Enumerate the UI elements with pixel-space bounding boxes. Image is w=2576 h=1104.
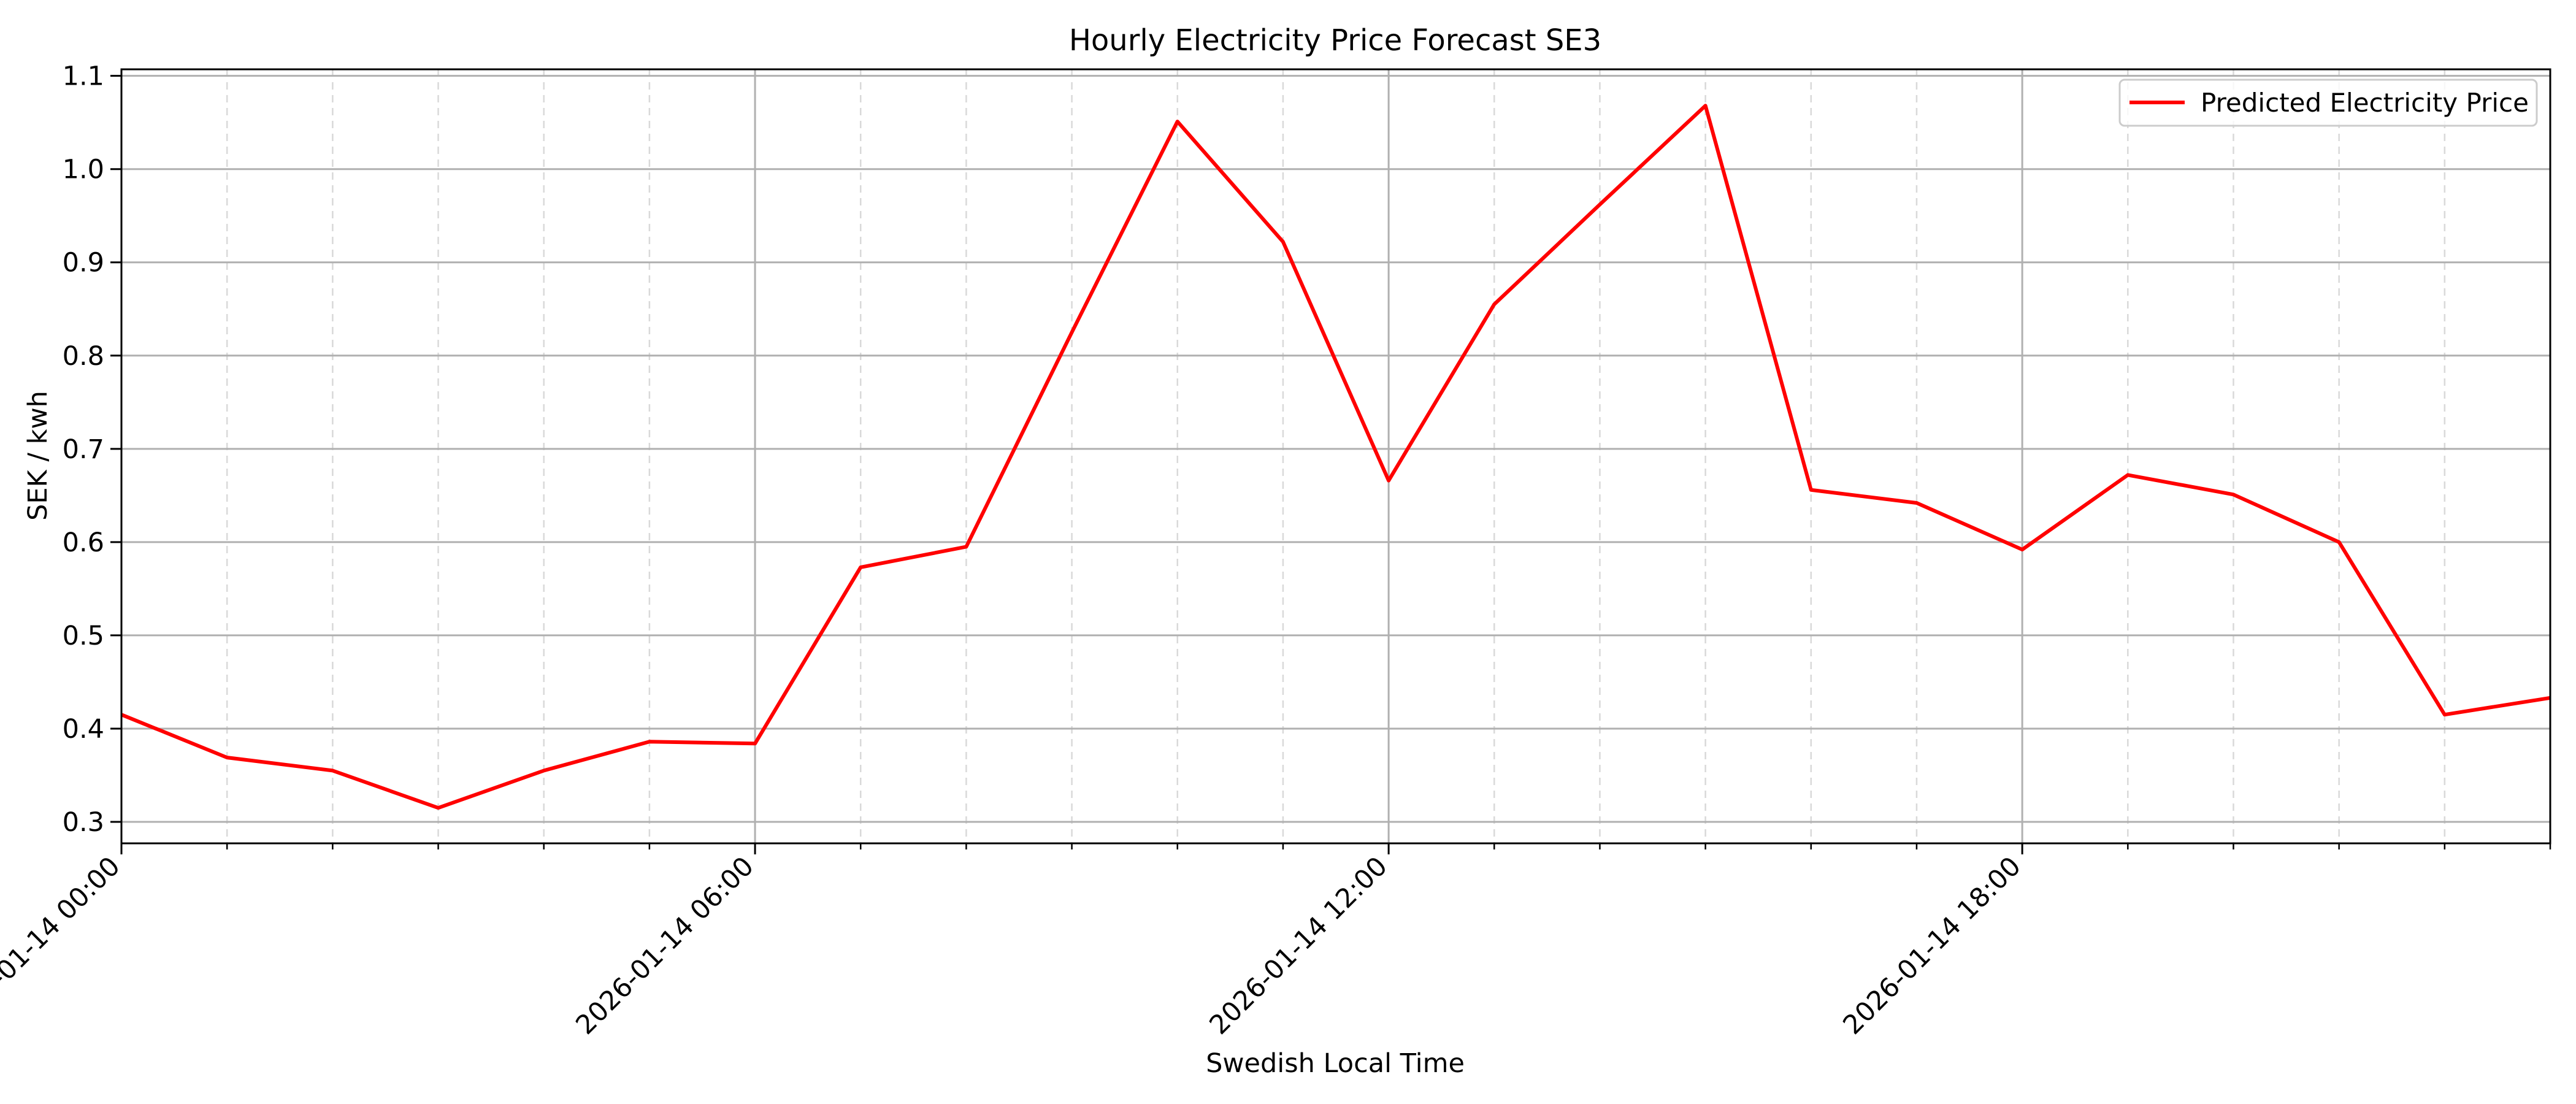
data-point — [2126, 473, 2129, 477]
series-layer — [120, 104, 2551, 810]
y-tick-label: 0.3 — [63, 807, 104, 838]
y-tick-label: 1.0 — [63, 155, 104, 185]
data-point — [2337, 540, 2341, 544]
data-point — [1387, 479, 1390, 483]
data-point — [1492, 302, 1496, 306]
data-point — [225, 756, 229, 759]
series-line-0 — [120, 104, 2551, 810]
data-point — [1176, 120, 1179, 123]
y-axis-label: SEK / kwh — [23, 391, 53, 521]
data-point — [331, 769, 334, 772]
data-point — [1070, 331, 1074, 334]
data-point — [1809, 488, 1813, 492]
x-axis-label: Swedish Local Time — [1206, 1048, 1465, 1079]
data-point — [964, 545, 968, 548]
y-tick-label: 0.7 — [63, 434, 104, 465]
data-point — [2443, 713, 2447, 716]
data-point — [2231, 493, 2235, 496]
data-point — [859, 565, 862, 569]
y-tick-label: 1.1 — [63, 61, 104, 92]
y-tick-label: 0.8 — [63, 341, 104, 372]
data-point — [1915, 501, 1919, 505]
y-tick-label: 0.4 — [63, 714, 104, 745]
legend: Predicted Electricity Price — [2118, 79, 2538, 127]
y-tick-label: 0.5 — [63, 621, 104, 651]
data-point — [542, 769, 546, 772]
legend-label: Predicted Electricity Price — [2201, 88, 2529, 118]
chart-title: Hourly Electricity Price Forecast SE3 — [1069, 23, 1601, 58]
data-point — [1704, 104, 1708, 107]
y-tick-label: 0.9 — [63, 248, 104, 278]
data-point — [753, 742, 757, 745]
data-point — [2020, 548, 2024, 551]
data-point — [1281, 240, 1285, 243]
legend-box — [2118, 79, 2538, 127]
data-point — [648, 740, 651, 743]
y-tick-label: 0.6 — [63, 527, 104, 558]
data-point — [437, 806, 440, 810]
plot-frame — [120, 68, 2551, 845]
data-point — [1598, 202, 1601, 206]
